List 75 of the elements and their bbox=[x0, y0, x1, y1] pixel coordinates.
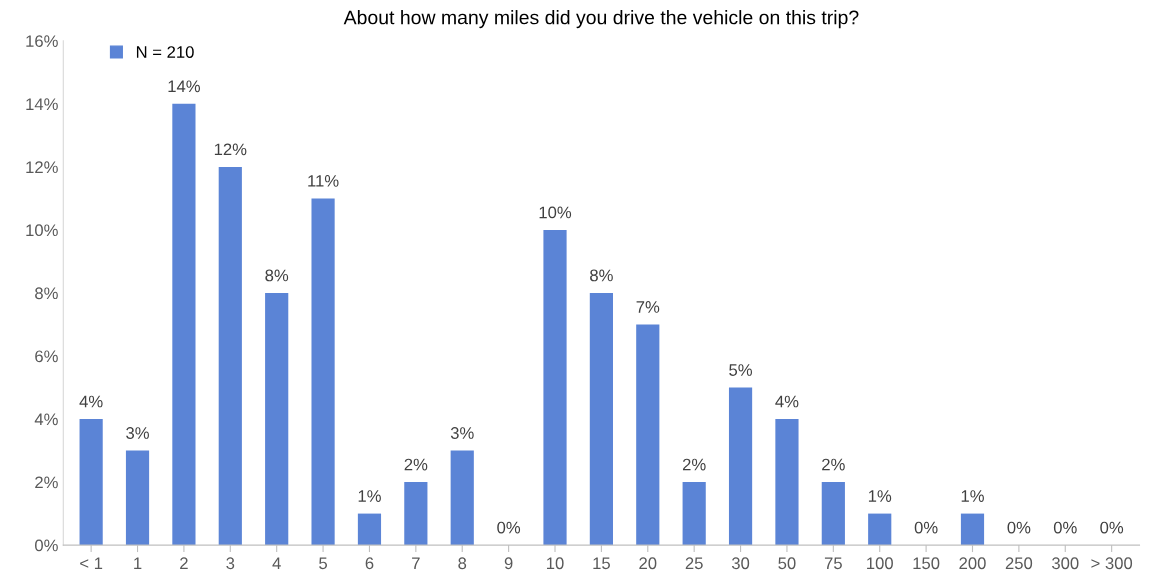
y-tick-label: 2% bbox=[35, 476, 58, 489]
y-tick-label: 6% bbox=[35, 350, 58, 363]
bar bbox=[636, 324, 660, 546]
bar bbox=[218, 166, 242, 546]
data-label: 4% bbox=[79, 395, 103, 408]
data-label: 12% bbox=[214, 143, 247, 156]
x-tick-label: 5 bbox=[319, 557, 328, 570]
bar bbox=[172, 103, 196, 546]
x-tick-label: 200 bbox=[959, 557, 986, 570]
bar bbox=[404, 482, 428, 546]
data-label: 8% bbox=[590, 269, 613, 282]
data-label: 0% bbox=[497, 521, 521, 534]
data-label: 0% bbox=[1100, 521, 1124, 534]
data-label: 4% bbox=[775, 395, 799, 408]
x-tick-label: 20 bbox=[639, 557, 657, 570]
bar bbox=[775, 419, 799, 546]
x-tick-label: 2 bbox=[180, 557, 188, 569]
bar bbox=[868, 513, 892, 546]
x-tick-label: 4 bbox=[272, 557, 281, 569]
bar bbox=[821, 482, 845, 546]
data-label: 2% bbox=[682, 458, 706, 471]
y-tick-label: 10% bbox=[26, 224, 58, 237]
x-tick-label: 3 bbox=[226, 557, 235, 570]
x-tick-label: 1 bbox=[134, 557, 142, 569]
x-tick-label: 6 bbox=[365, 557, 374, 570]
bar bbox=[682, 482, 706, 546]
data-label: 1% bbox=[868, 490, 892, 502]
bar bbox=[311, 198, 335, 546]
chart-title: About how many miles did you drive the vehicle on this trip? bbox=[343, 10, 859, 29]
x-tick-label: 75 bbox=[824, 557, 842, 570]
data-label: 2% bbox=[822, 458, 845, 471]
data-label: 10% bbox=[539, 206, 572, 219]
data-label: 3% bbox=[126, 427, 149, 439]
bar bbox=[265, 292, 289, 546]
x-tick-label: 50 bbox=[778, 557, 796, 570]
data-label: 0% bbox=[1007, 521, 1031, 534]
x-tick-label: 300 bbox=[1052, 557, 1079, 570]
bar bbox=[79, 419, 103, 546]
data-label: 8% bbox=[265, 269, 289, 282]
data-label: 1% bbox=[358, 490, 381, 502]
data-label: 5% bbox=[729, 364, 753, 376]
bar bbox=[589, 292, 613, 546]
x-tick-label: 30 bbox=[731, 557, 750, 570]
x-tick-label: 250 bbox=[1005, 557, 1033, 570]
y-tick-label: 0% bbox=[35, 539, 58, 552]
y-tick-label: 8% bbox=[35, 287, 58, 300]
bar bbox=[450, 450, 474, 546]
legend-label: N = 210 bbox=[136, 46, 194, 58]
x-tick-label: > 300 bbox=[1091, 557, 1133, 570]
data-label: 1% bbox=[961, 490, 984, 502]
x-tick-label: 9 bbox=[504, 557, 513, 570]
bar bbox=[543, 229, 567, 546]
data-label: 7% bbox=[636, 301, 660, 313]
data-label: 0% bbox=[914, 521, 938, 534]
x-tick-label: 150 bbox=[913, 557, 940, 570]
data-label: 3% bbox=[450, 427, 474, 439]
x-tick-label: 8 bbox=[458, 557, 467, 570]
bar bbox=[728, 387, 753, 546]
data-label: 2% bbox=[404, 458, 428, 471]
x-tick-label: 7 bbox=[412, 557, 420, 569]
x-tick-label: 100 bbox=[867, 557, 893, 570]
data-label: 14% bbox=[168, 80, 200, 93]
bar bbox=[357, 513, 382, 546]
x-tick-label: 25 bbox=[685, 557, 703, 570]
x-tick-label: < 1 bbox=[80, 557, 103, 569]
x-tick-label: 10 bbox=[547, 557, 564, 570]
y-tick-label: 14% bbox=[26, 98, 58, 110]
bar bbox=[125, 450, 150, 546]
data-label: 0% bbox=[1053, 521, 1077, 534]
data-label: 11% bbox=[308, 175, 339, 187]
y-tick-label: 16% bbox=[26, 35, 58, 48]
y-tick-label: 4% bbox=[34, 413, 58, 426]
y-tick-label: 12% bbox=[26, 161, 58, 174]
x-tick-label: 15 bbox=[593, 557, 610, 570]
bar bbox=[960, 513, 985, 546]
